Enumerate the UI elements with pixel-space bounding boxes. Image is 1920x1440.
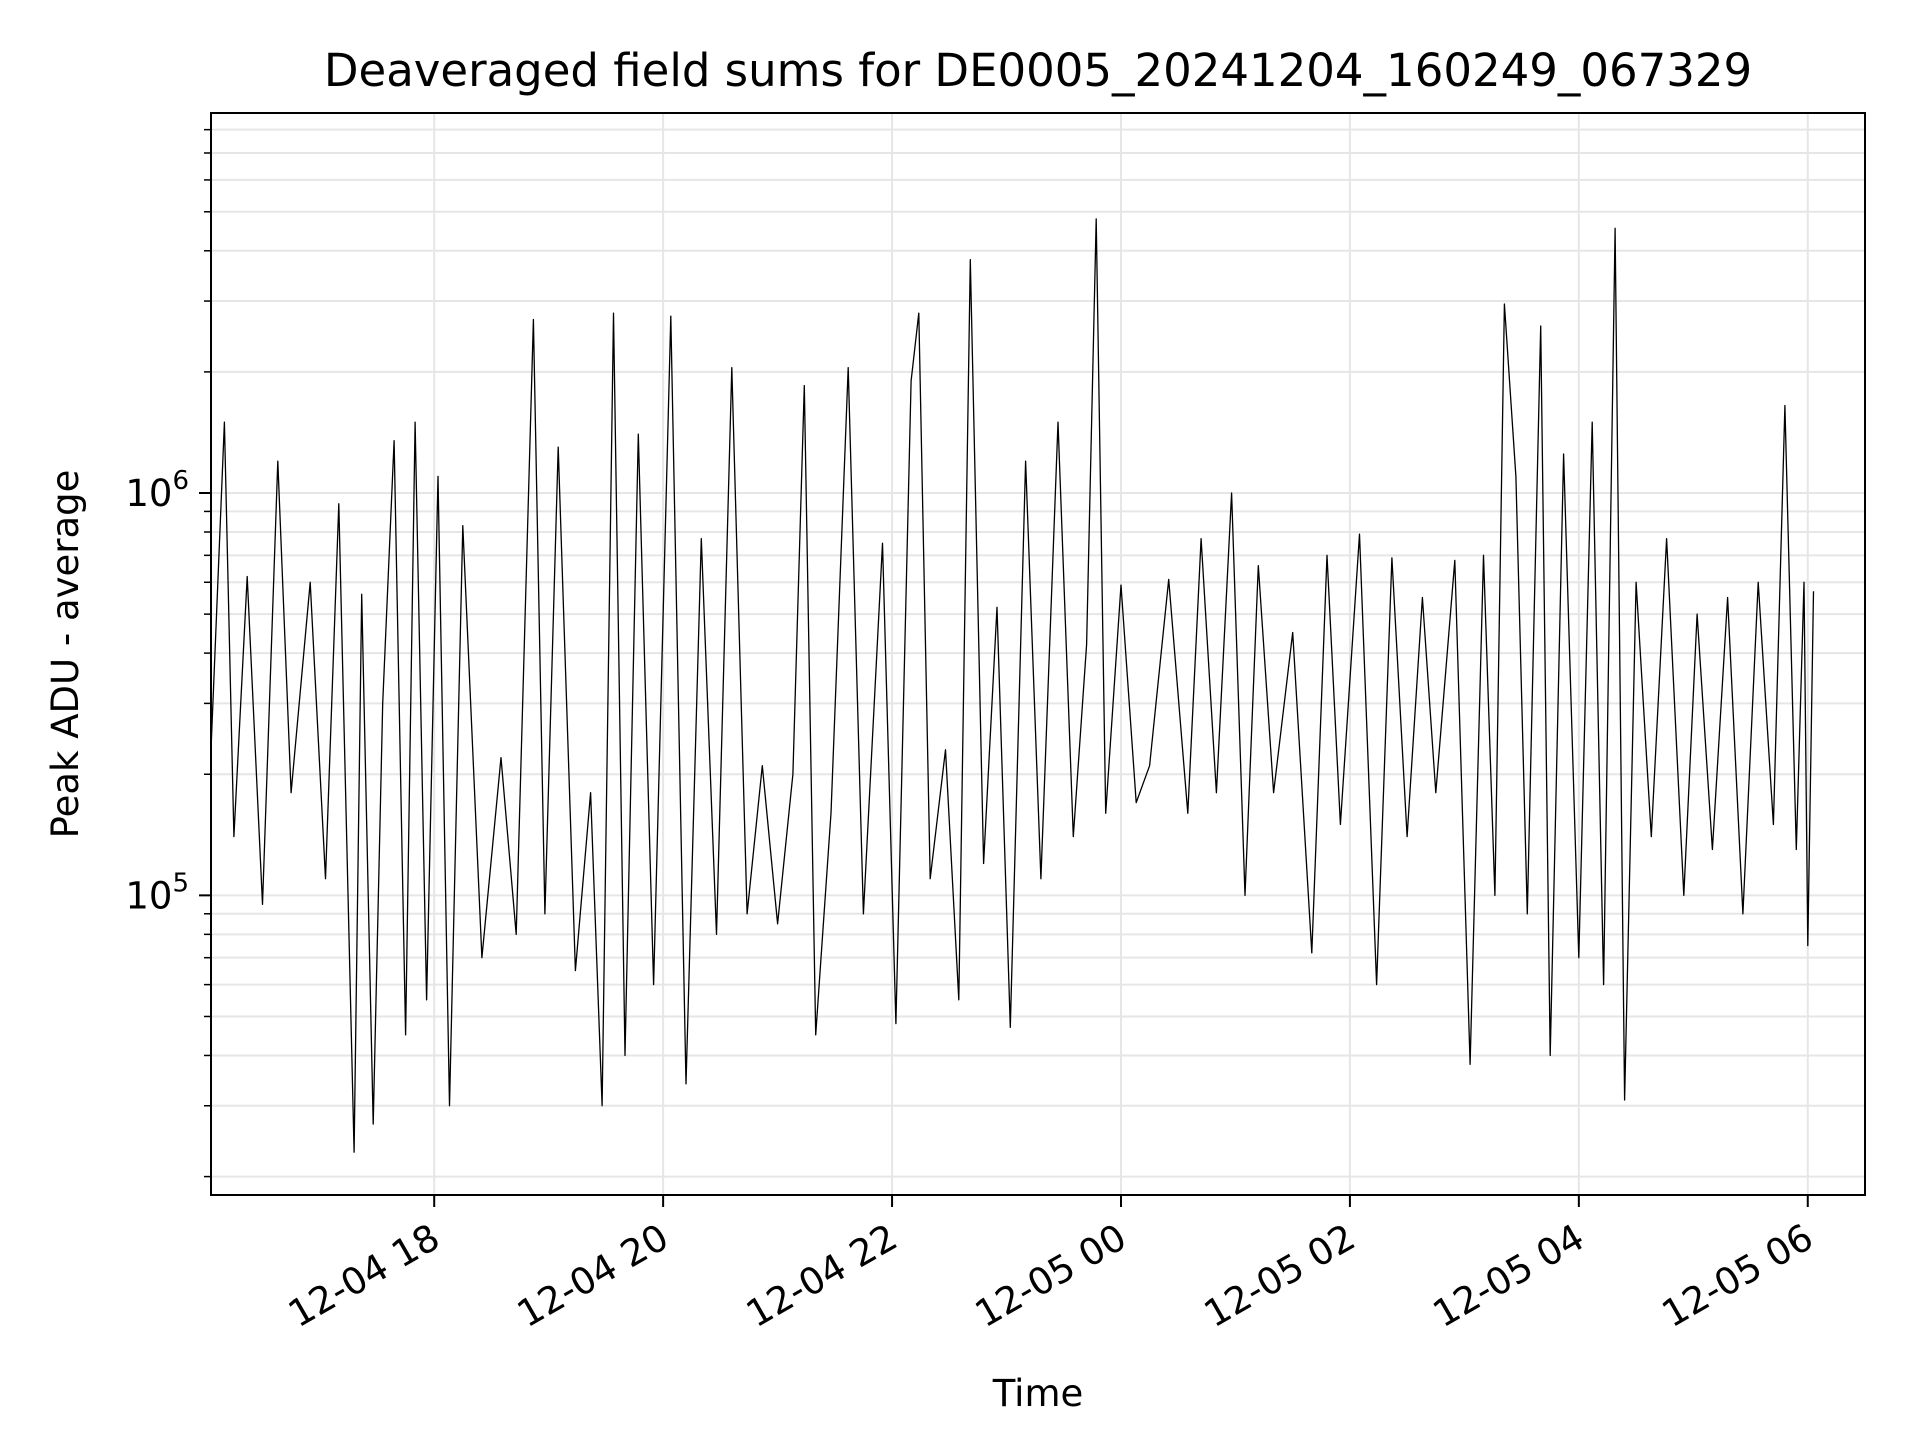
y-tick-label: 105: [125, 868, 189, 917]
chart-title: Deaveraged field sums for DE0005_2024120…: [324, 44, 1752, 97]
x-axis-label: Time: [992, 1372, 1084, 1415]
series-layer: [210, 218, 1815, 1153]
y-tick-label: 106: [125, 466, 189, 515]
series-line: [210, 218, 1815, 1153]
grid: [211, 113, 1865, 1195]
plot-frame: [210, 112, 1866, 1196]
y-axis-label: Peak ADU - average: [44, 470, 87, 839]
y-axis-ticks: 105 106: [125, 128, 211, 1178]
